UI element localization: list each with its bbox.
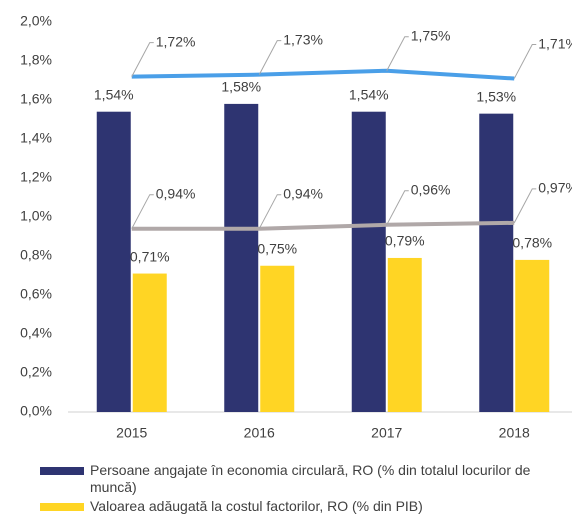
- y-tick-label: 1,8%: [20, 52, 52, 68]
- legend-swatch: [40, 467, 84, 475]
- y-tick-label: 0,2%: [20, 364, 52, 380]
- leader-line: [513, 44, 537, 79]
- y-tick-label: 2,0%: [20, 13, 52, 29]
- y-tick-label: 0,4%: [20, 325, 52, 341]
- leader-line: [513, 188, 537, 224]
- line: [131, 68, 515, 81]
- x-tick-label: 2015: [116, 425, 147, 441]
- legend-item: Valoarea adăugată la costul factorilor, …: [40, 498, 540, 515]
- leader-line: [131, 194, 154, 229]
- leader-line: [386, 190, 409, 226]
- y-tick-label: 1,2%: [20, 169, 52, 185]
- bar: [515, 259, 550, 412]
- y-tick-label: 1,0%: [20, 208, 52, 224]
- bar: [224, 103, 259, 413]
- data-label: 1,54%: [94, 86, 134, 102]
- data-label: 0,94%: [156, 185, 196, 201]
- data-label: 0,78%: [512, 235, 552, 251]
- data-label: 0,94%: [283, 185, 323, 201]
- legend-swatch: [40, 503, 84, 511]
- y-tick-label: 1,6%: [20, 91, 52, 107]
- data-label: 1,53%: [476, 88, 516, 104]
- x-tick-label: 2016: [244, 425, 275, 441]
- chart: 0,0% 0,2% 0,4% 0,6% 0,8% 1,0% 1,2% 1,4% 1,6% 1,8%…: [20, 13, 572, 441]
- data-label: 0,75%: [257, 240, 297, 256]
- data-label: 1,54%: [349, 86, 389, 102]
- leader-line: [131, 42, 154, 77]
- legend-item: Persoane angajate în economia circulară,…: [40, 462, 540, 496]
- line: [131, 220, 515, 231]
- data-label: 1,71%: [538, 35, 572, 51]
- bar: [479, 113, 514, 413]
- data-label: 0,79%: [385, 233, 425, 249]
- bar: [132, 273, 167, 412]
- data-label: 0,97%: [538, 180, 572, 196]
- y-tick-label: 0,6%: [20, 286, 52, 302]
- data-label: 0,71%: [130, 248, 170, 264]
- x-tick-label: 2017: [371, 425, 402, 441]
- data-label: 0,96%: [411, 182, 451, 198]
- leader-line: [258, 40, 282, 75]
- leader-line: [258, 194, 282, 229]
- bar: [96, 111, 131, 412]
- x-tick-label: 2018: [499, 425, 530, 441]
- legend-label: Persoane angajate în economia circulară,…: [90, 462, 531, 495]
- data-label: 1,73%: [283, 31, 323, 47]
- y-tick-label: 0,8%: [20, 247, 52, 263]
- y-tick-label: 1,4%: [20, 130, 52, 146]
- bar: [387, 257, 422, 412]
- data-label: 1,58%: [221, 79, 261, 95]
- legend: Persoane angajate în economia circulară,…: [40, 462, 540, 517]
- leader-line: [386, 36, 409, 71]
- data-label: 1,72%: [156, 33, 196, 49]
- y-tick-label: 0,0%: [20, 403, 52, 419]
- bar: [260, 265, 295, 412]
- legend-label: Valoarea adăugată la costul factorilor, …: [90, 498, 423, 514]
- data-label: 1,75%: [411, 27, 451, 43]
- bar: [351, 111, 386, 412]
